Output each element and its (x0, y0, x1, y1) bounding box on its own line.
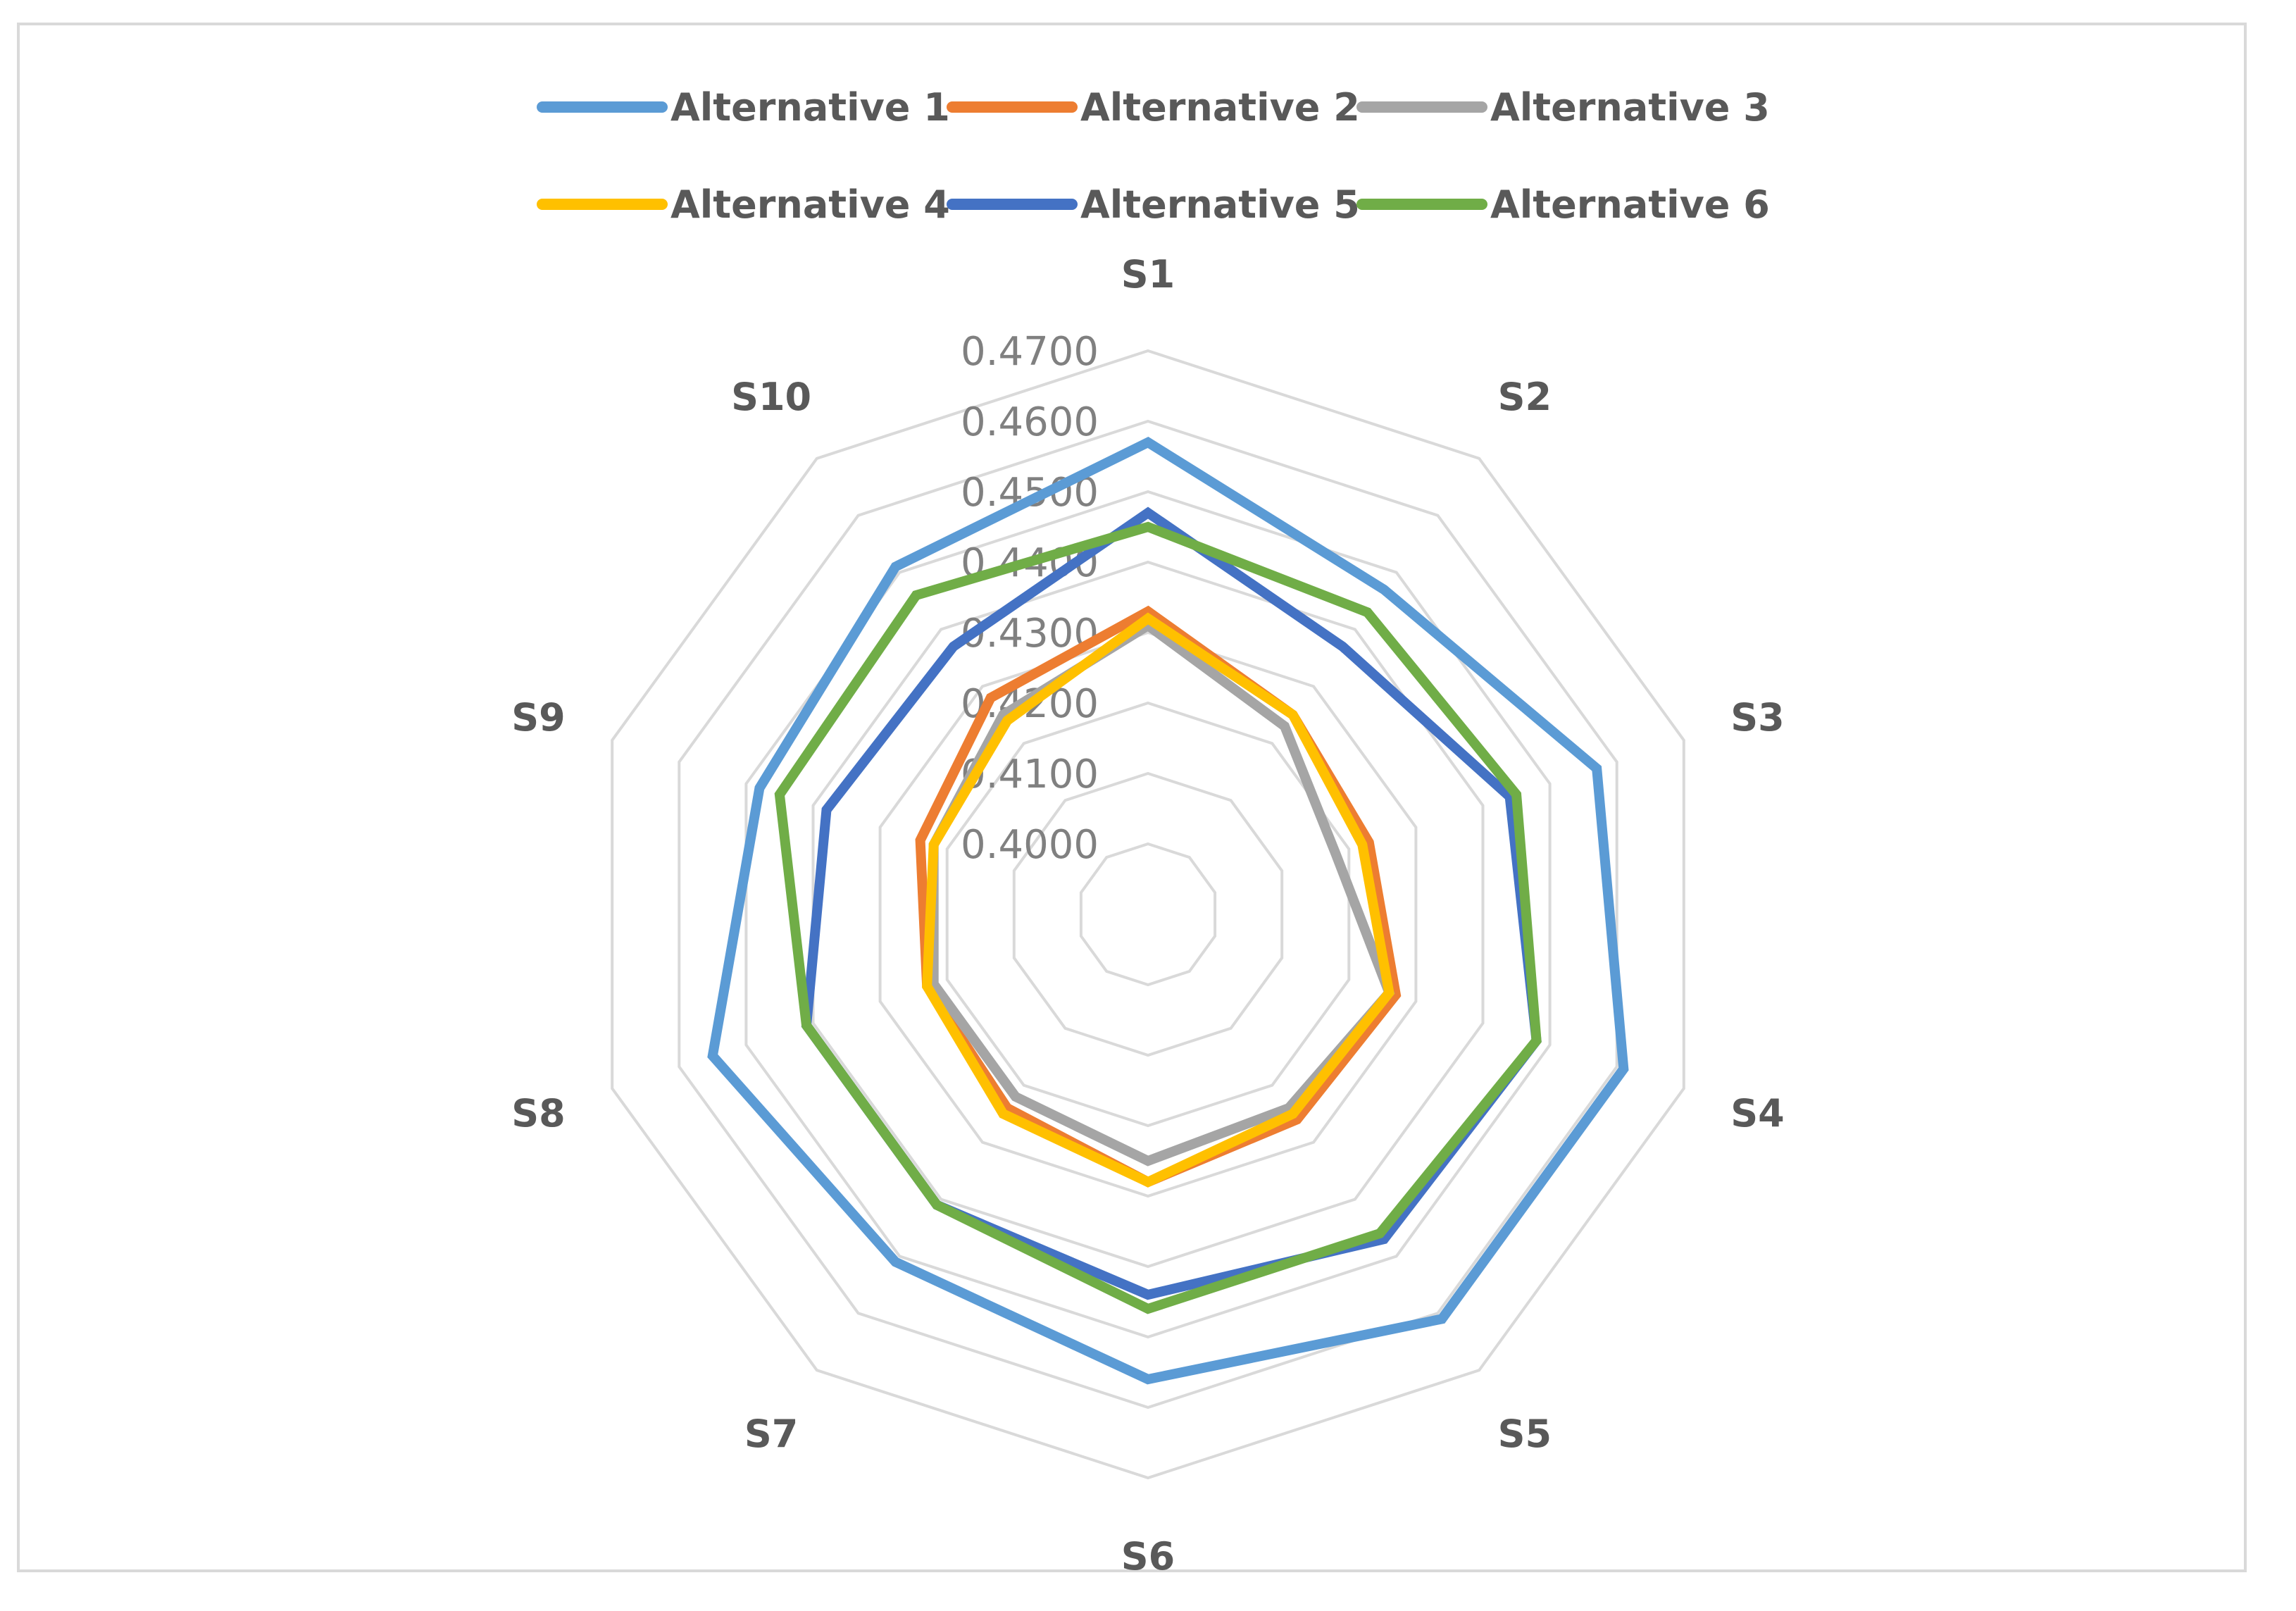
legend-item-alternative-4: Alternative 4 (537, 182, 950, 227)
legend-item-alternative-1: Alternative 1 (537, 85, 950, 130)
legend-label: Alternative 3 (1490, 85, 1770, 130)
grid-ring (878, 630, 1418, 1198)
grid-ring (744, 490, 1552, 1339)
tick-label: 0.4000 (961, 822, 1099, 868)
axis-label-s2: S2 (1498, 375, 1552, 419)
axis-label-s3: S3 (1730, 695, 1784, 740)
axis-label-s10: S10 (731, 375, 811, 419)
series-line-alternative-5 (801, 506, 1542, 1300)
legend: Alternative 1 Alternative 2 Alternative 3 A… (537, 85, 1770, 227)
grid-ring (811, 560, 1485, 1269)
legend-label: Alternative 4 (670, 182, 950, 227)
series-line-alternative-1 (707, 437, 1629, 1385)
legend-item-alternative-5: Alternative 5 (947, 182, 1360, 227)
legend-label: Alternative 5 (1080, 182, 1360, 227)
tick-label: 0.4600 (961, 399, 1099, 445)
axis-label-s5: S5 (1498, 1412, 1552, 1456)
axis-label-s7: S7 (744, 1412, 798, 1456)
axis-label-s4: S4 (1730, 1091, 1784, 1136)
grid-ring (611, 349, 1685, 1480)
series-line-alternative-6 (774, 521, 1542, 1314)
tick-labels: 0.40000.41000.42000.43000.44000.45000.46… (961, 329, 1099, 868)
axis-label-s8: S8 (511, 1091, 565, 1136)
legend-label: Alternative 2 (1080, 85, 1360, 130)
legend-label: Alternative 1 (670, 85, 950, 130)
axis-labels: S1 S2 S3 S4 S5 S6 S7 S8 S9 S10 (511, 252, 1784, 1579)
axis-label-s6: S6 (1121, 1534, 1175, 1579)
series-line-alternative-4 (922, 612, 1395, 1188)
series (707, 437, 1629, 1385)
legend-item-alternative-2: Alternative 2 (947, 85, 1360, 130)
grid-ring (1012, 771, 1284, 1057)
axis-label-s9: S9 (511, 695, 565, 740)
grid-ring (1079, 842, 1217, 987)
legend-item-alternative-6: Alternative 6 (1356, 182, 1770, 227)
tick-label: 0.4700 (961, 329, 1099, 375)
legend-label: Alternative 6 (1490, 182, 1770, 227)
chart-frame (17, 23, 2247, 1572)
legend-item-alternative-3: Alternative 3 (1356, 85, 1770, 130)
grid (611, 349, 1685, 1480)
grid-ring (678, 419, 1618, 1410)
axis-label-s1: S1 (1121, 252, 1175, 297)
